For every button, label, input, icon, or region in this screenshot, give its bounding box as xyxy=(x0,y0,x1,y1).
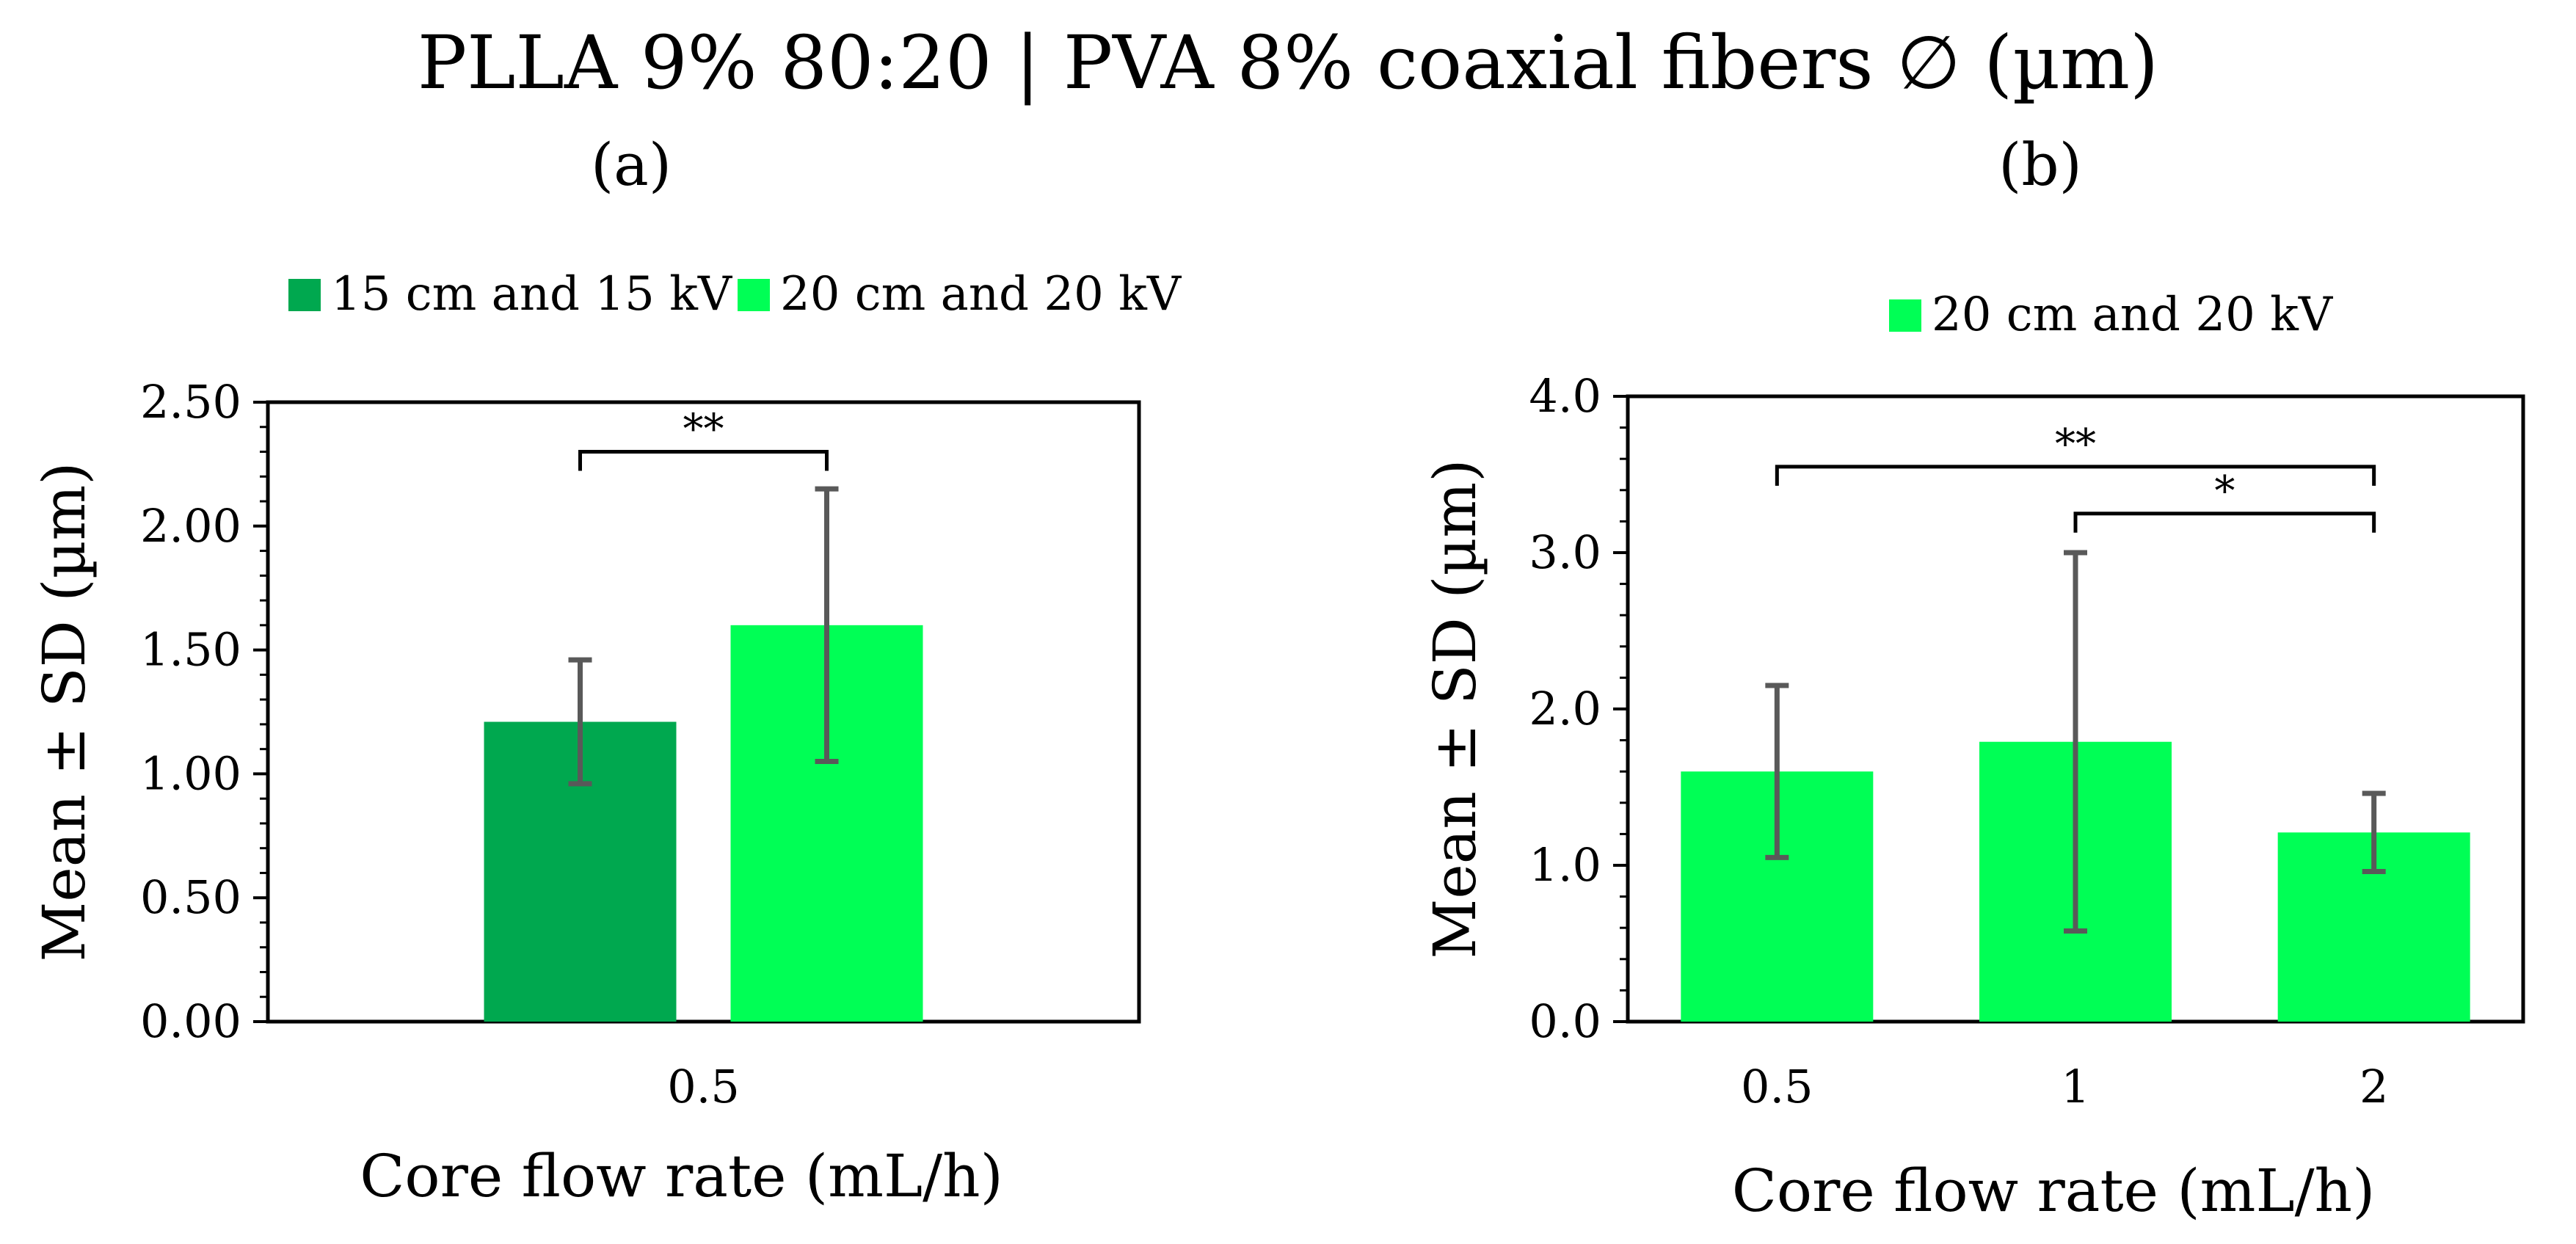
legend-swatch xyxy=(1889,299,1921,332)
y-tick-label: 1.50 xyxy=(140,623,241,677)
panel-label: (b) xyxy=(1998,131,2082,199)
legend-label: 15 cm and 15 kV xyxy=(331,267,733,321)
y-tick-label: 0.50 xyxy=(140,870,241,924)
significance-bracket: * xyxy=(2073,468,2376,533)
legend: 20 cm and 20 kV xyxy=(1889,288,2334,342)
plot-frame xyxy=(266,400,1141,1024)
significance-label: ** xyxy=(683,406,724,454)
significance-label: ** xyxy=(2055,421,2096,468)
x-axis-title: Core flow rate (mL/h) xyxy=(1732,1157,2376,1225)
bracket-line xyxy=(2073,512,2376,533)
y-axis-title: Mean ± SD (µm) xyxy=(30,462,98,961)
chart-panel-a: (a) 15 cm and 15 kV 20 cm and 20 kV 0.00 0.5… xyxy=(30,131,1182,1210)
y-tick-label: 2.50 xyxy=(140,375,241,429)
x-tick-label: 0.5 xyxy=(667,1060,740,1113)
y-tick-label: 0.0 xyxy=(1529,994,1601,1048)
panel-label: (a) xyxy=(591,131,672,199)
y-tick-label: 0.00 xyxy=(140,994,241,1048)
y-tick-label: 3.0 xyxy=(1529,525,1601,579)
y-tick-label: 2.0 xyxy=(1529,682,1601,735)
y-tick-label: 1.00 xyxy=(140,746,241,800)
chart-panel-b: (b)20 cm and 20 kV0.01.02.03.04.00.5 1 2**… xyxy=(1421,131,2525,1225)
significance-bracket: ** xyxy=(578,406,829,471)
figure-title: PLLA 9% 80:20 | PVA 8% coaxial fibers ∅ … xyxy=(418,20,2158,106)
legend-swatch xyxy=(288,279,321,311)
y-tick-label: 2.00 xyxy=(140,499,241,553)
y-tick-label: 1.0 xyxy=(1529,838,1601,892)
bracket-line xyxy=(578,450,829,471)
y-tick-label: 4.0 xyxy=(1529,369,1601,423)
x-tick-label: 2 xyxy=(2359,1060,2388,1113)
x-tick-label: 0.5 xyxy=(1741,1060,1813,1113)
bracket-line xyxy=(1775,465,2376,486)
x-tick-label: 1 xyxy=(2061,1060,2089,1113)
legend: 15 cm and 15 kV 20 cm and 20 kV xyxy=(288,267,1182,321)
significance-label: * xyxy=(2214,468,2235,515)
legend-label: 20 cm and 20 kV xyxy=(1932,288,2334,342)
y-axis-title: Mean ± SD (µm) xyxy=(1421,459,1489,959)
legend-label: 20 cm and 20 kV xyxy=(780,267,1182,321)
significance-bracket: ** xyxy=(1775,421,2376,486)
legend-swatch xyxy=(738,279,770,311)
x-axis-title: Core flow rate (mL/h) xyxy=(360,1142,1003,1210)
